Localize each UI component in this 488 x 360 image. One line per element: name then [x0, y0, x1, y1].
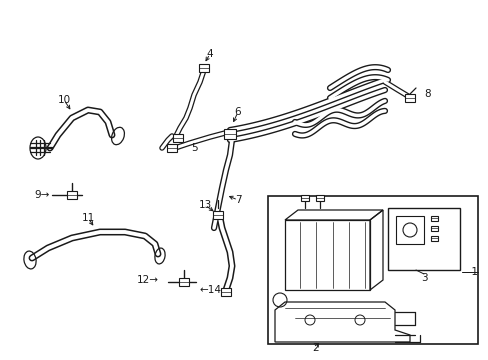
- FancyBboxPatch shape: [167, 144, 177, 152]
- FancyBboxPatch shape: [179, 278, 189, 286]
- Text: 2: 2: [312, 343, 319, 353]
- Text: 9→: 9→: [34, 190, 50, 200]
- FancyBboxPatch shape: [221, 288, 230, 296]
- Text: 8: 8: [424, 89, 430, 99]
- Text: 7: 7: [234, 195, 241, 205]
- Text: 3: 3: [420, 273, 427, 283]
- FancyBboxPatch shape: [404, 94, 414, 102]
- Text: 13: 13: [198, 200, 211, 210]
- Text: ←14: ←14: [199, 285, 221, 295]
- FancyBboxPatch shape: [301, 195, 308, 201]
- FancyBboxPatch shape: [224, 129, 236, 139]
- FancyBboxPatch shape: [429, 235, 437, 240]
- FancyBboxPatch shape: [199, 64, 208, 72]
- FancyBboxPatch shape: [429, 216, 437, 220]
- Text: 12→: 12→: [137, 275, 159, 285]
- FancyBboxPatch shape: [173, 134, 183, 142]
- Text: 4: 4: [206, 49, 213, 59]
- FancyBboxPatch shape: [67, 191, 77, 199]
- Text: —1: —1: [461, 267, 478, 277]
- FancyBboxPatch shape: [315, 195, 324, 201]
- Bar: [395, 216, 423, 244]
- Bar: [387, 208, 459, 270]
- FancyBboxPatch shape: [429, 225, 437, 230]
- Text: 11: 11: [81, 213, 95, 223]
- Bar: [267, 196, 477, 344]
- FancyBboxPatch shape: [213, 211, 223, 219]
- Text: 6: 6: [234, 107, 241, 117]
- Text: 10: 10: [57, 95, 70, 105]
- Text: 5: 5: [191, 143, 198, 153]
